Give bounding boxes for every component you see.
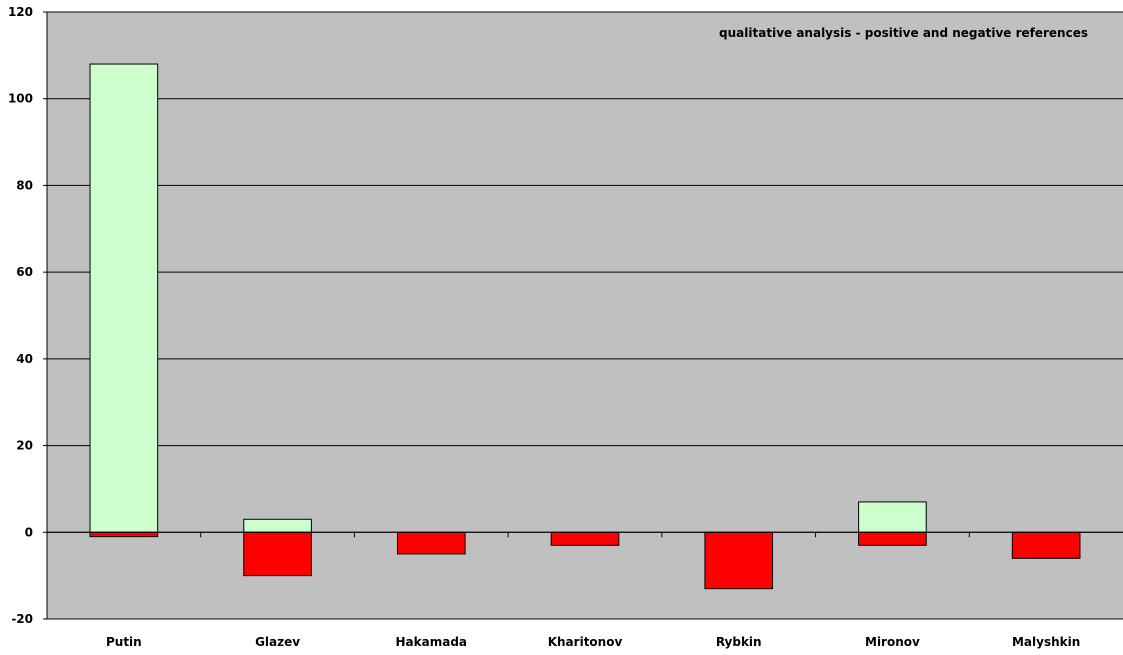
y-tick-label: 60	[16, 265, 33, 279]
negative-bar-hakamada	[396, 531, 466, 555]
negative-bar-kharitonov	[550, 531, 620, 546]
positive-bar-putin	[89, 63, 159, 533]
x-tick-label: Putin	[106, 635, 142, 649]
y-tick-label: -20	[11, 612, 33, 626]
x-tick-label: Rybkin	[716, 635, 762, 649]
x-tick-label: Hakamada	[396, 635, 468, 649]
negative-bar-malyshkin	[1011, 531, 1081, 559]
x-tick-label: Mironov	[865, 635, 920, 649]
bars	[89, 63, 1081, 590]
positive-bar-mironov	[858, 501, 927, 533]
y-tick-label: 120	[8, 5, 33, 19]
negative-bar-putin	[89, 531, 159, 538]
x-tick-label: Kharitonov	[548, 635, 623, 649]
x-tick-label: Malyshkin	[1012, 635, 1080, 649]
chart-title: qualitative analysis - positive and nega…	[719, 26, 1088, 40]
negative-bar-rybkin	[704, 531, 774, 590]
plot-area	[47, 12, 1123, 619]
y-tick-label: 80	[16, 178, 33, 192]
y-tick-label: 20	[16, 439, 33, 453]
y-axis: -20 0 20 40 60 80 100 120	[8, 5, 48, 626]
y-tick-label: 0	[25, 525, 33, 539]
x-axis: Putin Glazev Hakamada Kharitonov Rybkin Miron…	[47, 531, 1123, 649]
negative-bar-glazev	[243, 531, 312, 577]
x-tick-label: Glazev	[255, 635, 300, 649]
negative-bar-mironov	[858, 531, 927, 546]
y-tick-label: 40	[16, 352, 33, 366]
positive-bar-glazev	[243, 518, 312, 533]
y-tick-label: 100	[8, 92, 33, 106]
